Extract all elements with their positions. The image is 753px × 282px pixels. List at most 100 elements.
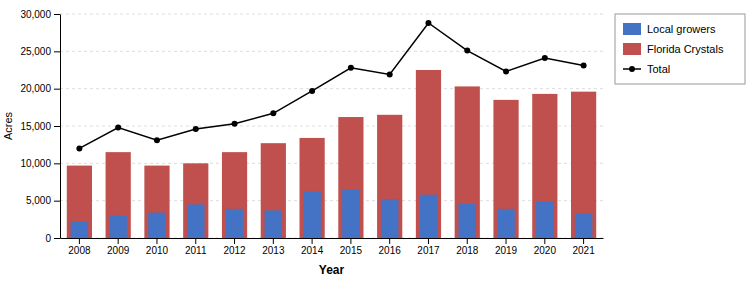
bar-series [67,70,596,238]
y-tick-mark [54,14,60,15]
x-tick: 2016 [379,238,402,256]
x-tick-mark [467,238,468,244]
y-tick-mark [54,163,60,164]
bar [416,70,441,238]
legend-item: Total [623,63,670,75]
x-tick-mark [195,238,196,244]
y-axis-title: Acres [2,111,14,140]
legend-label: Total [647,63,670,75]
x-tick: 2017 [417,238,440,256]
grid-line [60,238,603,239]
x-tick: 2020 [534,238,557,256]
grid-line [60,163,603,164]
x-tick: 2008 [68,238,91,256]
x-tick-mark [506,238,507,244]
bar-series [71,189,593,238]
x-tick-label: 2019 [495,245,518,256]
bar [381,199,398,238]
y-axis: 05,00010,00015,00020,00025,00030,000 [20,9,60,244]
x-tick-mark [156,238,157,244]
chart: 2008200920102011201220132014201520162017… [0,0,753,282]
bar [536,201,553,238]
y-tick-mark [54,238,60,239]
x-tick: 2019 [495,238,518,256]
line-marker [464,48,470,54]
y-tick-label: 15,000 [20,121,51,132]
bar [420,195,437,238]
x-tick: 2010 [146,238,169,256]
bar [222,152,247,238]
x-tick: 2018 [456,238,479,256]
line-marker [309,88,315,94]
y-tick-label: 10,000 [20,158,51,169]
x-tick: 2009 [107,238,130,256]
x-tick-label: 2016 [379,245,402,256]
y-tick-label: 20,000 [20,83,51,94]
y-tick: 5,000 [26,195,60,206]
legend-label: Florida Crystals [647,43,724,55]
bar [109,216,126,238]
bar [300,138,325,238]
line-marker [193,126,199,132]
legend: Local growersFlorida CrystalsTotal [615,14,745,84]
bar [455,86,480,238]
x-tick-mark [79,238,80,244]
y-tick-mark [54,126,60,127]
x-tick: 2014 [301,238,324,256]
bar [303,192,320,238]
legend-swatch [623,43,641,55]
x-tick: 2021 [572,238,595,256]
legend-swatch [623,23,641,35]
x-tick-mark [234,238,235,244]
bar [571,92,596,238]
legend-item: Florida Crystals [623,43,724,55]
bar [144,166,169,238]
x-tick-label: 2011 [185,245,207,256]
line-marker [348,65,354,71]
y-tick-mark [54,51,60,52]
line-marker [115,124,121,130]
grid-line [60,14,603,15]
x-tick-label: 2020 [534,245,557,256]
x-tick-mark [428,238,429,244]
x-tick-mark [583,238,584,244]
y-tick: 20,000 [20,83,60,94]
y-tick-mark [54,89,60,90]
line-marker [232,121,238,127]
y-tick-label: 5,000 [26,195,51,206]
x-axis-line [61,238,604,239]
x-tick-label: 2009 [107,245,130,256]
bar [377,115,402,238]
bar [183,163,208,238]
x-tick-label: 2010 [146,245,169,256]
y-axis-line [60,15,61,239]
bar [532,94,557,238]
bar [493,100,518,238]
bar [265,210,282,238]
y-tick-label: 0 [45,233,51,244]
bar [338,117,363,238]
bar [106,152,131,238]
bar [71,222,88,238]
x-tick: 2012 [223,238,246,256]
chart-container: 2008200920102011201220132014201520162017… [0,0,753,282]
line-marker [387,71,393,77]
x-axis-title: Year [319,263,345,277]
x-tick-label: 2017 [417,245,440,256]
grid-line [60,200,603,201]
grid-line [60,88,603,89]
y-tick: 10,000 [20,158,60,169]
line-marker [425,20,431,26]
x-tick-mark [118,238,119,244]
x-tick-mark [389,238,390,244]
x-axis: 2008200920102011201220132014201520162017… [61,238,604,256]
line-marker [154,137,160,143]
grid-line [60,126,603,127]
x-tick-label: 2021 [572,245,595,256]
line-marker [270,110,276,116]
y-tick: 0 [45,233,60,244]
x-tick-label: 2014 [301,245,324,256]
plot: 2008200920102011201220132014201520162017… [2,9,604,277]
x-tick-mark [350,238,351,244]
x-tick: 2013 [262,238,285,256]
